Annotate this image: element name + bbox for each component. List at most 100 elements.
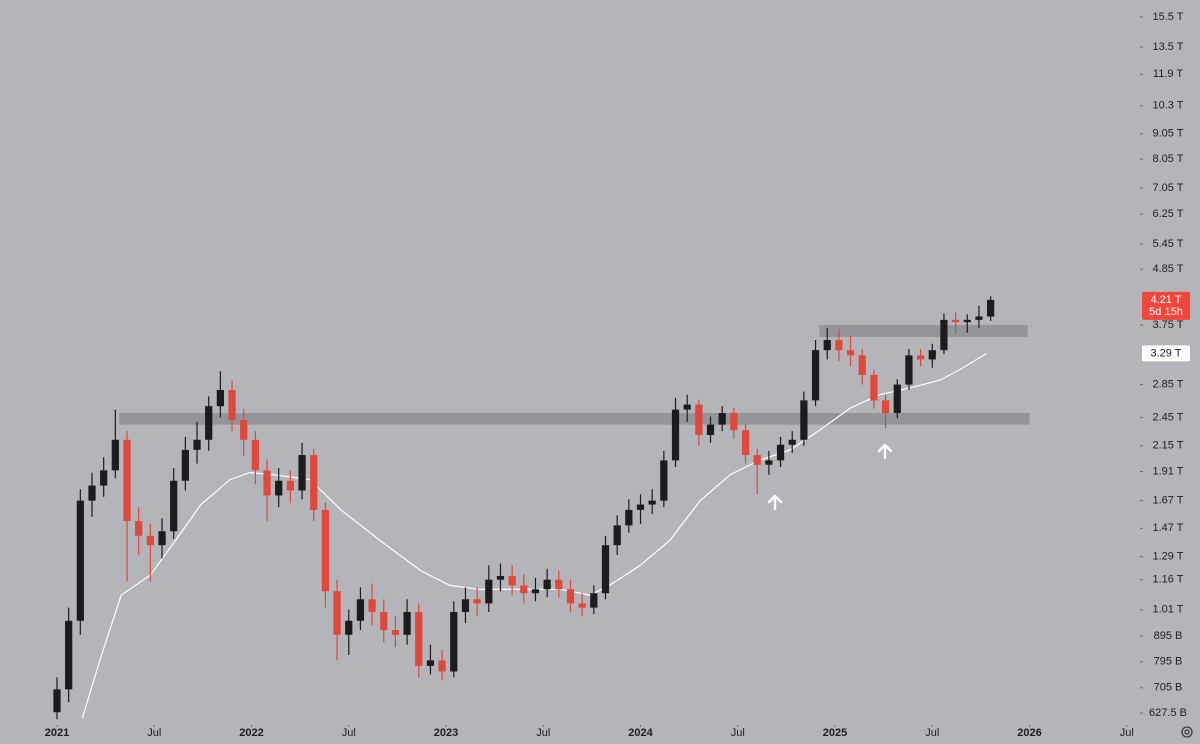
candle-body bbox=[531, 589, 540, 594]
candle-body bbox=[251, 439, 260, 471]
candle-body bbox=[205, 406, 213, 440]
candle-body bbox=[975, 316, 983, 320]
candle-body bbox=[473, 599, 481, 604]
gear-center[interactable] bbox=[1184, 729, 1190, 735]
moving-average bbox=[81, 352, 988, 719]
candle-body bbox=[111, 439, 119, 471]
candle-body bbox=[53, 689, 61, 713]
countdown-label: 5d 15h bbox=[1149, 306, 1183, 318]
y-tick-label: 1.29 T bbox=[1153, 551, 1184, 563]
candle-body bbox=[788, 439, 796, 445]
candle-body bbox=[298, 455, 306, 491]
candle-body bbox=[520, 585, 528, 594]
candle-body bbox=[321, 509, 330, 592]
y-tick-label: 3.75 T bbox=[1153, 319, 1184, 331]
candle-body bbox=[671, 409, 680, 461]
candle-body bbox=[905, 355, 913, 385]
y-tick-label: 5.45 T bbox=[1153, 238, 1184, 250]
candle-body bbox=[461, 599, 470, 612]
candle-body bbox=[706, 424, 715, 435]
candle-body bbox=[648, 500, 656, 505]
candle-body bbox=[858, 355, 866, 375]
y-tick-label: 705 B bbox=[1154, 682, 1183, 694]
candle-body bbox=[951, 319, 960, 323]
candle-body bbox=[601, 545, 610, 594]
candle-body bbox=[123, 439, 131, 522]
candle-body bbox=[403, 611, 411, 635]
last-price-label: 4.21 T bbox=[1151, 294, 1182, 306]
candle-body bbox=[893, 384, 901, 414]
x-tick-label: 2021 bbox=[45, 727, 69, 739]
candle-body bbox=[485, 579, 493, 604]
candle-body bbox=[753, 455, 761, 465]
candle-body bbox=[181, 449, 189, 481]
candle-body bbox=[543, 579, 551, 590]
candle-body bbox=[718, 413, 726, 425]
candle-body bbox=[823, 339, 831, 351]
arrow-annotation bbox=[767, 443, 893, 511]
y-tick-label: 1.47 T bbox=[1153, 522, 1184, 534]
candle-body bbox=[286, 480, 295, 491]
candle-body bbox=[65, 620, 73, 690]
candle-body bbox=[216, 389, 224, 407]
x-tick-label: 2025 bbox=[823, 727, 847, 739]
candle-body bbox=[368, 599, 376, 612]
y-tick-label: 1.16 T bbox=[1153, 574, 1184, 586]
candle-body bbox=[76, 500, 84, 621]
candle-body bbox=[846, 350, 855, 356]
candle-body bbox=[987, 299, 995, 317]
candle-body bbox=[683, 404, 691, 410]
candle-body bbox=[566, 589, 575, 604]
y-tick-label: 11.9 T bbox=[1153, 68, 1183, 80]
y-tick-label: 7.05 T bbox=[1153, 182, 1184, 194]
ma-price-box bbox=[1142, 345, 1190, 362]
candle-body bbox=[275, 480, 283, 496]
y-tick-label: 8.05 T bbox=[1153, 153, 1184, 165]
candle-body bbox=[415, 611, 423, 666]
candle-body bbox=[613, 525, 621, 546]
y-tick-label: 1.91 T bbox=[1153, 465, 1184, 477]
y-tick-label: 895 B bbox=[1154, 630, 1183, 642]
x-tick-label: 2024 bbox=[628, 727, 653, 739]
candle-body bbox=[345, 620, 353, 635]
candle-body bbox=[811, 350, 820, 401]
candle-body bbox=[636, 504, 645, 510]
candle-body bbox=[881, 400, 890, 414]
plot: 15.5 T 13.5 T 11.9 T 10.3 T 9.05 T 8.05 T 7.05… bbox=[45, 11, 1190, 739]
candle-body bbox=[765, 460, 773, 465]
settings-icon[interactable] bbox=[1181, 726, 1193, 738]
candle-body bbox=[88, 485, 96, 501]
candle-body bbox=[135, 521, 143, 536]
x-tick-label: 2023 bbox=[434, 727, 458, 739]
x-tick-label: 2022 bbox=[239, 727, 263, 739]
y-tick-label: 2.15 T bbox=[1153, 440, 1184, 452]
candle-body bbox=[391, 630, 400, 635]
candle-body bbox=[228, 389, 236, 421]
last-price-box bbox=[1142, 291, 1190, 320]
y-tick-label: 6.25 T bbox=[1153, 208, 1184, 220]
y-tick-label: 1.67 T bbox=[1153, 495, 1184, 507]
candle-body bbox=[800, 400, 808, 440]
candle-body bbox=[730, 413, 738, 431]
gear[interactable] bbox=[1181, 726, 1193, 738]
up-arrow bbox=[877, 443, 893, 460]
y-tick-label: 627.5 B bbox=[1149, 707, 1187, 719]
candle-body bbox=[100, 470, 108, 486]
candle-body bbox=[380, 611, 388, 631]
x-tick-label: Jul bbox=[925, 727, 939, 739]
candle-body bbox=[508, 576, 516, 586]
x-tick-label: 2026 bbox=[1017, 727, 1041, 739]
candle-body bbox=[146, 535, 154, 546]
resistance-zone bbox=[119, 413, 1030, 425]
x-tick-label: Jul bbox=[342, 727, 356, 739]
y-tick-label: 13.5 T bbox=[1153, 41, 1184, 53]
ma-price-label: 3.29 T bbox=[1151, 347, 1182, 359]
candle-body bbox=[870, 374, 878, 401]
candle-body bbox=[263, 470, 271, 496]
candle-body bbox=[940, 319, 948, 351]
candle-body bbox=[158, 531, 166, 546]
up-arrow bbox=[767, 494, 783, 511]
x-tick-label: Jul bbox=[731, 727, 745, 739]
